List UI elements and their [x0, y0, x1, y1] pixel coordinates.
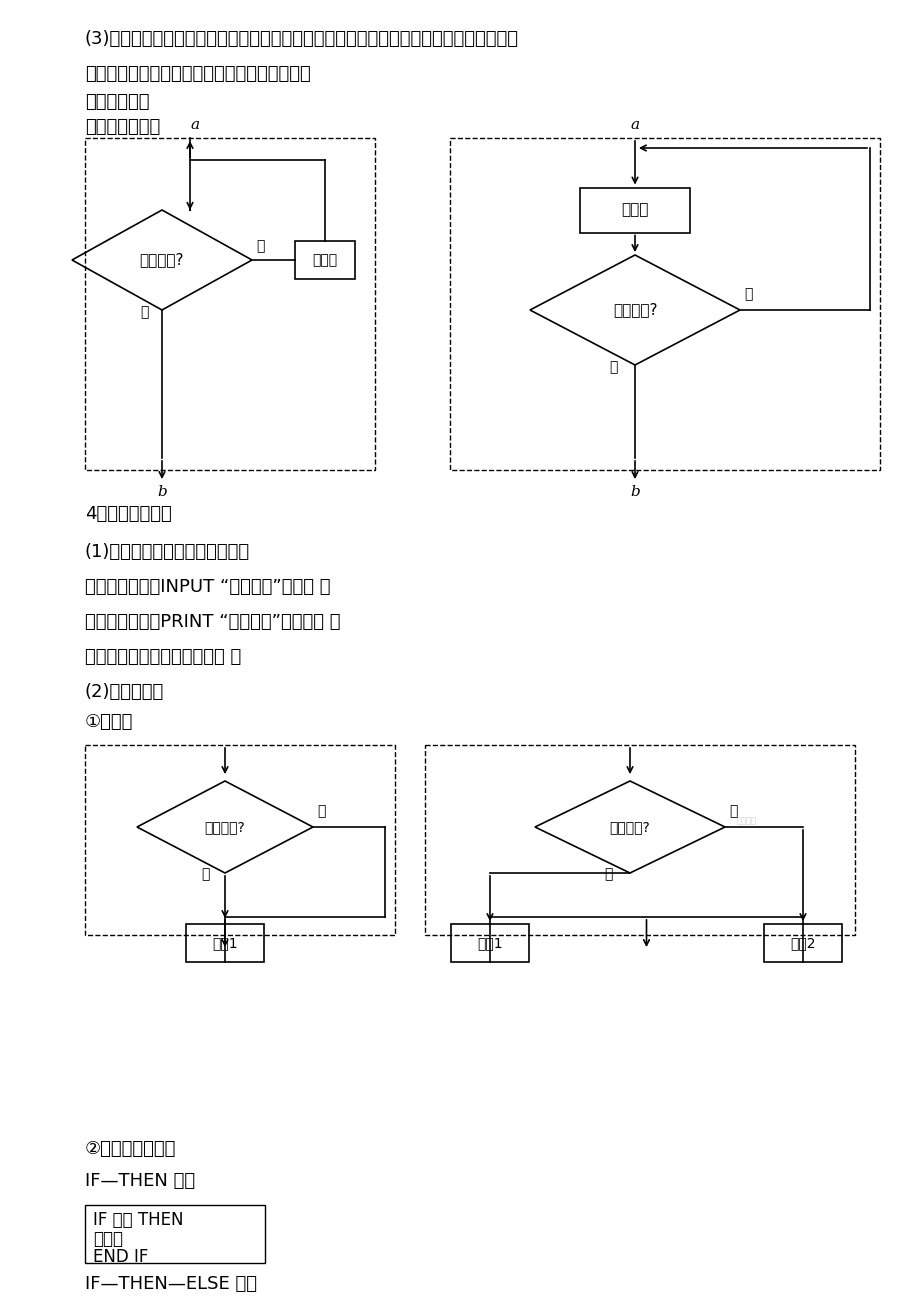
Bar: [85, 138, 375, 470]
Text: (3)循环结构是指从某处开始，按照一定的条件反复执行处理某一步骤的情况．反复执行的: (3)循环结构是指从某处开始，按照一定的条件反复执行处理某一步骤的情况．反复执行…: [85, 30, 518, 48]
Text: (1)输入、输出语句和赋値语句：: (1)输入、输出语句和赋値语句：: [85, 543, 250, 561]
Bar: [763, 924, 841, 962]
Text: 循环体: 循环体: [312, 253, 337, 267]
Text: ，结构形式为：: ，结构形式为：: [85, 118, 160, 135]
Text: 输入语句格式：INPUT “提示内容”；变量 ；: 输入语句格式：INPUT “提示内容”；变量 ；: [85, 578, 330, 596]
Text: IF 条件 THEN: IF 条件 THEN: [93, 1211, 183, 1229]
Text: 语句2: 语句2: [789, 936, 815, 950]
Text: IF—THEN—ELSE 格式: IF—THEN—ELSE 格式: [85, 1275, 256, 1293]
Text: 是: 是: [255, 240, 264, 253]
Text: 语句1: 语句1: [477, 936, 503, 950]
Text: 满足条件?: 满足条件?: [612, 302, 656, 318]
Text: 语句体: 语句体: [93, 1229, 123, 1247]
Text: ②条件语句格式：: ②条件语句格式：: [85, 1141, 176, 1157]
Text: 赋値语句格式：变量＝表达式 ．: 赋値语句格式：变量＝表达式 ．: [85, 648, 241, 667]
Bar: [85, 1204, 265, 1263]
Text: 否: 否: [728, 805, 736, 818]
Text: END IF: END IF: [93, 1249, 148, 1266]
Text: 处理步骤称为循环体．循环结构又分为当型循环: 处理步骤称为循环体．循环结构又分为当型循环: [85, 65, 311, 83]
Text: 满足条件?: 满足条件?: [204, 820, 245, 835]
Bar: [450, 924, 528, 962]
Text: 止确教育: 止确教育: [736, 816, 756, 825]
Text: 和直到型循环: 和直到型循环: [85, 92, 150, 111]
Text: 是: 是: [200, 867, 209, 881]
Text: 语句1: 语句1: [212, 936, 237, 950]
Text: a: a: [190, 118, 199, 132]
Bar: [295, 241, 355, 279]
Text: b: b: [157, 486, 166, 499]
Text: 输出语句格式：PRINT “提示内容”；表达式 ；: 输出语句格式：PRINT “提示内容”；表达式 ；: [85, 613, 340, 631]
Bar: [85, 745, 394, 935]
Text: 否: 否: [743, 286, 752, 301]
Text: ①框图：: ①框图：: [85, 713, 133, 730]
Text: 循环体: 循环体: [620, 203, 648, 217]
Bar: [425, 745, 854, 935]
Text: a: a: [630, 118, 639, 132]
Text: 是: 是: [608, 359, 617, 374]
Bar: [579, 187, 689, 233]
Bar: [186, 924, 264, 962]
Text: (2)条件语句：: (2)条件语句：: [85, 684, 165, 700]
Text: b: b: [630, 486, 640, 499]
Text: 是: 是: [603, 867, 611, 881]
Text: IF—THEN 格式: IF—THEN 格式: [85, 1172, 195, 1190]
Text: 否: 否: [317, 805, 325, 818]
Text: 满足条件?: 满足条件?: [140, 253, 184, 267]
Text: 4．基本算法语句: 4．基本算法语句: [85, 505, 172, 523]
Text: 否: 否: [140, 305, 148, 319]
Bar: [449, 138, 879, 470]
Text: 满足条件?: 满足条件?: [609, 820, 650, 835]
